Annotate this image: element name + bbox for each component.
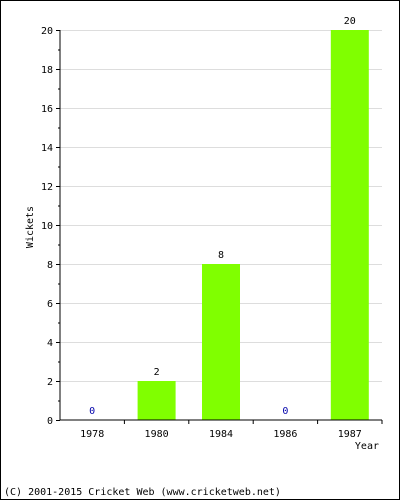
bar-1984 [202,264,240,420]
x-tick-label: 1984 [209,429,233,440]
data-labels: 0 2 8 0 20 [89,16,356,417]
data-label-1984: 8 [218,250,224,261]
x-tick-label: 1980 [145,429,169,440]
data-label-1987: 20 [344,16,356,27]
y-tick-label: 12 [41,182,53,193]
copyright-credit: (C) 2001-2015 Cricket Web (www.cricketwe… [4,487,281,498]
bars [137,30,369,420]
y-tick-label: 4 [47,338,53,349]
data-label-1986: 0 [282,406,288,417]
x-tick-label: 1986 [273,429,297,440]
y-axis-title: Wickets [25,206,36,248]
y-tick-label: 18 [41,65,53,76]
data-label-1978: 0 [89,406,95,417]
data-label-1980: 2 [154,367,160,378]
y-tick-label: 10 [41,221,53,232]
grid-lines [60,30,382,382]
y-tick-label: 6 [47,299,53,310]
bar-1980 [137,381,176,420]
x-tick-label: 1978 [80,429,104,440]
y-tick-label: 0 [47,416,53,427]
y-tick-label: 16 [41,104,53,115]
y-tick-label: 2 [47,377,53,388]
y-tick-label: 8 [47,260,53,271]
x-tick-label: 1987 [338,429,362,440]
x-axis-title: Year [355,441,379,452]
y-tick-label: 20 [41,26,53,37]
bar-1987 [330,30,369,420]
y-tick-label: 14 [41,143,53,154]
